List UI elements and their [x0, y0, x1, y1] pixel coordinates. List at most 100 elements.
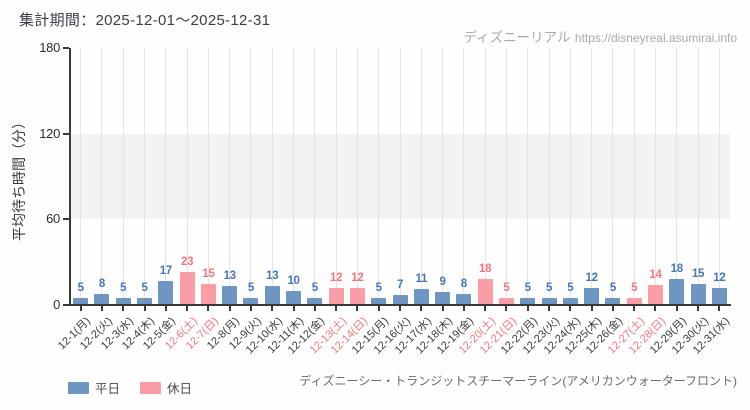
x-tick — [420, 306, 423, 311]
gridline — [207, 48, 209, 305]
bar-value-label: 15 — [691, 267, 705, 280]
x-tick — [207, 306, 210, 311]
bar — [435, 292, 451, 305]
gridline — [399, 48, 401, 305]
gridline — [229, 48, 231, 305]
gridline — [165, 48, 167, 305]
y-tick — [63, 132, 69, 135]
x-tick — [484, 306, 487, 311]
bar-value-label: 5 — [77, 281, 84, 294]
x-tick — [505, 306, 508, 311]
bar-value-label: 8 — [460, 277, 467, 290]
watermark: ディズニーリアル https://disneyreal.asumirai.inf… — [464, 26, 737, 47]
bar-value-label: 18 — [479, 263, 492, 276]
bar-value-label: 9 — [439, 276, 446, 289]
bar-value-label: 5 — [503, 281, 510, 294]
bar-value-label: 5 — [524, 281, 531, 294]
bar-value-label: 15 — [202, 267, 215, 280]
x-tick — [718, 306, 721, 311]
legend-item-holiday: 休日 — [140, 378, 192, 397]
gridline — [144, 48, 146, 305]
x-tick — [164, 306, 167, 311]
watermark-brand: ディズニーリアル — [463, 30, 571, 45]
gridline — [697, 48, 699, 305]
bar — [371, 297, 387, 305]
x-tick — [441, 306, 444, 311]
bar — [669, 279, 685, 305]
x-tick — [143, 306, 146, 311]
bar — [200, 283, 216, 305]
bar-value-label: 12 — [713, 271, 726, 284]
gridline — [356, 48, 358, 305]
bar-value-label: 8 — [98, 277, 105, 290]
bar — [264, 286, 280, 305]
bar — [158, 280, 174, 305]
gridline — [101, 48, 103, 305]
x-tick — [611, 306, 614, 311]
bar — [328, 287, 344, 305]
y-axis-line — [69, 48, 71, 305]
x-axis-line — [68, 304, 731, 306]
bar-value-label: 10 — [287, 274, 300, 287]
bar-value-label: 7 — [396, 279, 404, 291]
gridline — [293, 48, 295, 305]
gridline — [335, 48, 337, 305]
gridline — [80, 48, 82, 305]
period-label: 集計期間：2025-12-01～2025-12-31 — [19, 12, 271, 29]
gridline — [271, 48, 273, 305]
x-tick — [228, 306, 231, 311]
gridline — [654, 48, 656, 305]
gridline — [250, 48, 252, 305]
gridline — [505, 48, 507, 305]
bar-value-label: 5 — [567, 281, 574, 294]
bar — [520, 297, 536, 305]
y-tick-label: 60 — [46, 211, 60, 227]
legend-label-weekday: 平日 — [95, 382, 121, 396]
gridline — [378, 48, 380, 305]
bar-value-label: 5 — [631, 281, 638, 294]
bar — [349, 287, 365, 305]
watermark-url: https://disneyreal.asumirai.info — [574, 31, 737, 45]
y-tick — [63, 218, 69, 221]
gridline — [122, 48, 124, 305]
bar-value-label: 14 — [649, 269, 662, 281]
x-tick — [654, 306, 657, 311]
bar-value-label: 18 — [670, 263, 684, 276]
bar-value-label: 5 — [545, 281, 553, 294]
x-tick — [271, 306, 274, 311]
legend-item-weekday: 平日 — [68, 378, 120, 397]
y-tick-label: 0 — [53, 297, 60, 312]
bar — [392, 295, 408, 305]
x-tick — [335, 306, 338, 311]
bar-value-label: 5 — [247, 281, 254, 294]
x-tick — [526, 306, 529, 311]
attraction-name: ディズニーシー・トランジットスチーマーライン(アメリカンウォーターフロント) — [299, 374, 737, 388]
gridline — [442, 48, 444, 305]
bar-value-label: 5 — [375, 281, 382, 294]
bar — [541, 297, 557, 305]
gridline — [420, 48, 422, 305]
bar-value-label: 5 — [311, 281, 318, 294]
bar — [626, 297, 642, 305]
gridline — [548, 48, 550, 305]
x-tick — [356, 306, 359, 311]
bar — [243, 297, 259, 305]
bar — [137, 297, 153, 305]
weekday-swatch — [68, 381, 89, 394]
x-tick — [292, 306, 295, 311]
bar — [477, 279, 493, 305]
legend-label-holiday: 休日 — [167, 382, 193, 396]
bar — [498, 297, 514, 305]
y-tick — [63, 47, 69, 49]
x-tick — [313, 306, 316, 311]
gridline — [612, 48, 614, 305]
y-tick-label: 180 — [39, 40, 60, 55]
gridline — [463, 48, 465, 305]
bar — [179, 272, 195, 305]
bar — [115, 297, 131, 305]
bar-value-label: 17 — [159, 264, 173, 277]
x-tick — [569, 306, 572, 311]
plot-area: 5 12-1(月) 8 12-2(火) 5 12-3(水) 5 12-4(木) 17 12-5(金… — [39, 40, 732, 356]
gridline — [186, 48, 188, 305]
